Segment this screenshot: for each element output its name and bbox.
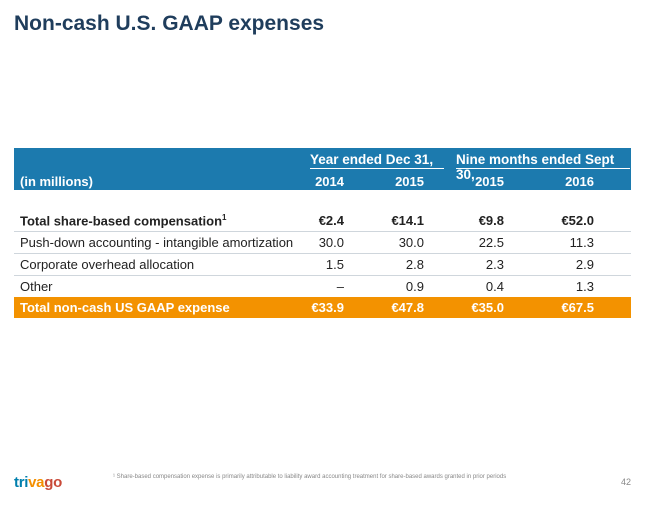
cell-value: €14.1 [391, 213, 424, 228]
row-divider [14, 253, 631, 254]
cell-value: €47.8 [391, 300, 424, 315]
footnote: ¹ Share-based compensation expense is pr… [113, 474, 507, 480]
cell-value: – [336, 279, 344, 294]
year-header: 2015 [395, 174, 424, 189]
cell-value: 1.3 [575, 279, 594, 294]
cell-value: 2.8 [405, 257, 424, 272]
cell-value: €35.0 [471, 300, 504, 315]
footnote-marker: 1 [222, 213, 227, 222]
cell-value: €2.4 [318, 213, 344, 228]
table-header: Year ended Dec 31, Nine months ended Sep… [14, 148, 631, 190]
group-header-nine-months: Nine months ended Sept 30, [456, 152, 615, 182]
group-header-year-ended: Year ended Dec 31, [310, 152, 434, 167]
page-title: Non-cash U.S. GAAP expenses [14, 12, 325, 35]
row-label: Push-down accounting - intangible amorti… [20, 235, 294, 250]
row-divider [14, 231, 631, 232]
row-label: Total non-cash US GAAP expense [20, 300, 230, 315]
cell-value: 30.0 [318, 235, 344, 250]
gaap-expense-table: Year ended Dec 31, Nine months ended Sep… [14, 148, 631, 318]
row-divider [14, 275, 631, 276]
cell-value: 2.9 [575, 257, 594, 272]
cell-value: €52.0 [561, 213, 594, 228]
cell-value: 22.5 [478, 235, 504, 250]
table-row: Total share-based compensation1 €2.4 €14… [14, 210, 631, 231]
group-underline [310, 168, 444, 169]
row-label: Total share-based compensation1 [20, 213, 227, 229]
trivago-logo: trivago [14, 474, 62, 491]
row-label: Corporate overhead allocation [20, 257, 195, 272]
cell-value: 2.3 [485, 257, 504, 272]
cell-value: 1.5 [325, 257, 344, 272]
row-label: Other [20, 279, 53, 294]
year-header: 2016 [565, 174, 594, 189]
total-row: Total non-cash US GAAP expense €33.9 €47… [14, 297, 631, 318]
table-row: Corporate overhead allocation 1.5 2.8 2.… [14, 254, 631, 275]
year-header: 2014 [315, 174, 344, 189]
cell-value: €67.5 [561, 300, 594, 315]
cell-value: 11.3 [569, 235, 594, 250]
unit-label: (in millions) [20, 174, 93, 189]
table-row: Other – 0.9 0.4 1.3 [14, 276, 631, 297]
cell-value: 30.0 [398, 235, 424, 250]
page-number: 42 [621, 477, 632, 487]
cell-value: 0.4 [485, 279, 504, 294]
cell-value: €33.9 [311, 300, 344, 315]
table-row: Push-down accounting - intangible amorti… [14, 232, 631, 253]
year-header: 2015 [475, 174, 504, 189]
cell-value: €9.8 [478, 213, 504, 228]
cell-value: 0.9 [405, 279, 424, 294]
group-underline [456, 168, 630, 169]
